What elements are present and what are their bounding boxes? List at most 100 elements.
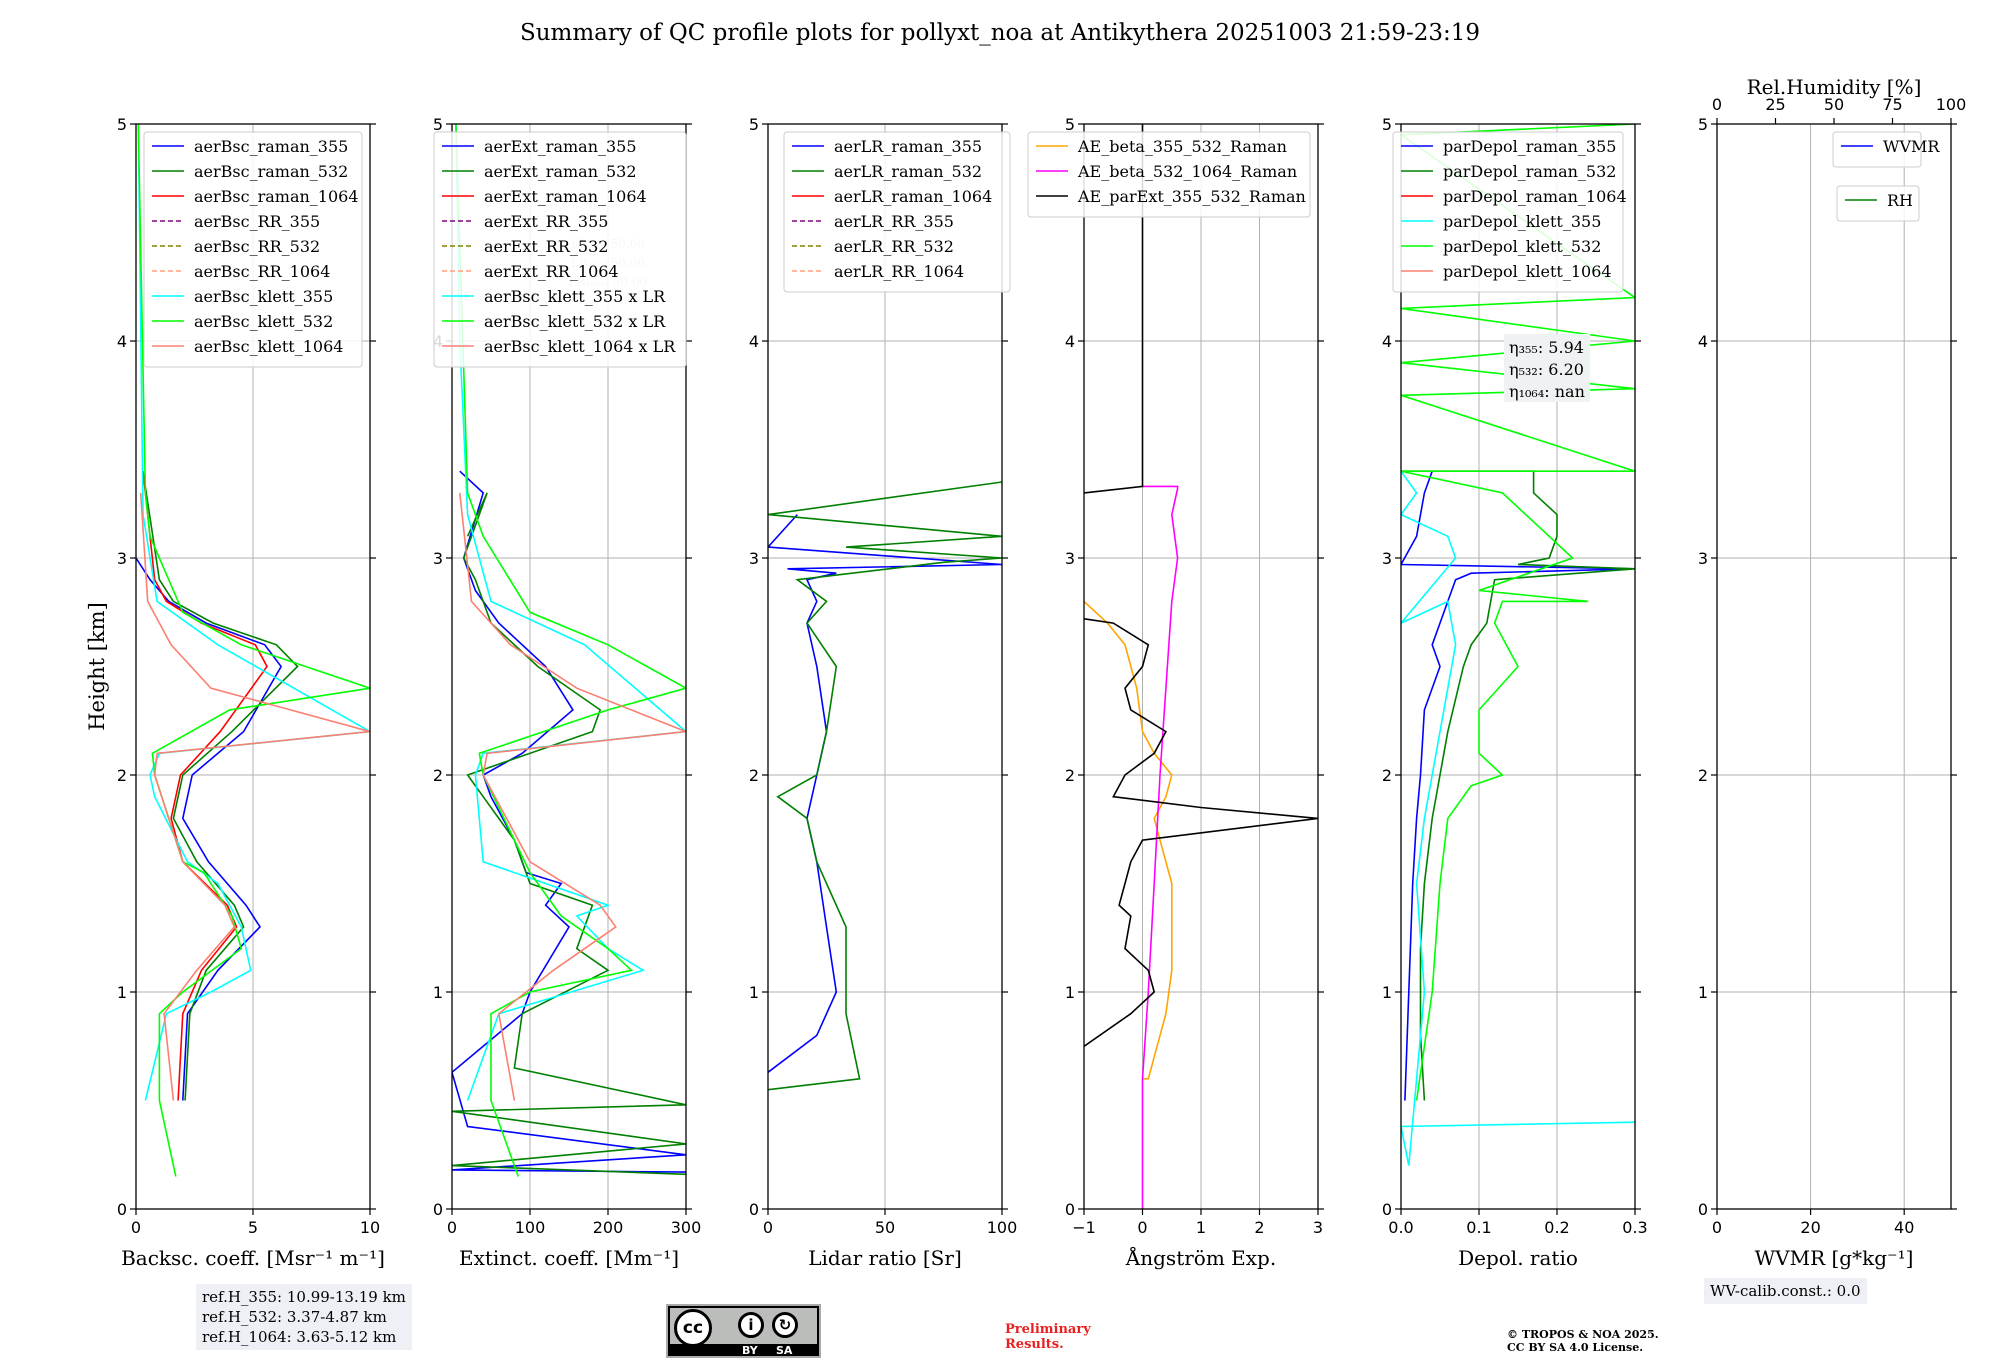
- angstrom-legend-label: AE_beta_532_1064_Raman: [1077, 162, 1297, 181]
- depol-eta-box: [1504, 334, 1590, 402]
- backscatter-legend-label: aerBsc_raman_532: [194, 162, 348, 181]
- backscatter-ytick-label: 3: [117, 549, 127, 568]
- lidar_ratio-x-axis-label: Lidar ratio [Sr]: [808, 1246, 962, 1270]
- depol-ytick-label: 3: [1382, 549, 1392, 568]
- extinction-legend-label: aerExt_raman_1064: [484, 187, 647, 206]
- lidar_ratio-xtick-label: 50: [875, 1218, 895, 1237]
- backscatter-legend-label: aerBsc_klett_532: [194, 312, 333, 331]
- extinction-legend-label: aerBsc_klett_532 x LR: [484, 312, 666, 331]
- depol-series-pardepol-klett-355: [1401, 470, 1635, 1166]
- share-alike-icon: ↻: [772, 1312, 798, 1338]
- angstrom-xtick-label: 2: [1254, 1218, 1264, 1237]
- extinction-ytick-label: 2: [433, 766, 443, 785]
- backscatter-ytick-label: 4: [117, 332, 127, 351]
- ref-height-532: ref.H_532: 3.37-4.87 km: [202, 1308, 387, 1326]
- extinction-legend-label: aerExt_raman_355: [484, 137, 637, 156]
- wvmr-xtick-label: 20: [1800, 1218, 1820, 1237]
- wvmr-top-tick-label: 0: [1712, 95, 1722, 114]
- depol-xtick-label: 0.0: [1388, 1218, 1413, 1237]
- lidar_ratio-legend-label: aerLR_RR_532: [834, 237, 954, 256]
- angstrom-frame: [1083, 123, 1319, 1210]
- angstrom-series-ae-parext-355-532-raman-upper: [1084, 124, 1144, 494]
- depol-legend-label: parDepol_raman_532: [1443, 162, 1616, 181]
- wvmr-xtick-label: 40: [1894, 1218, 1914, 1237]
- angstrom-xtick-label: 0: [1137, 1218, 1147, 1237]
- backscatter-legend-label: aerBsc_RR_532: [194, 237, 320, 256]
- depol-ytick-label: 4: [1382, 332, 1392, 351]
- extinction-ytick-label: 1: [433, 983, 443, 1002]
- lidar_ratio-legend-label: aerLR_RR_355: [834, 212, 954, 231]
- wvmr-ytick-label: 3: [1698, 549, 1708, 568]
- copyright-line-2: CC BY SA 4.0 License.: [1507, 1341, 1644, 1354]
- lidar_ratio-ytick-label: 1: [749, 983, 759, 1002]
- backscatter-legend-label: aerBsc_raman_355: [194, 137, 348, 156]
- depol-ytick-label: 5: [1382, 115, 1392, 134]
- copyright-note: © TROPOS & NOA 2025. CC BY SA 4.0 Licens…: [1507, 1328, 1659, 1354]
- backscatter-legend-label: aerBsc_RR_1064: [194, 262, 330, 281]
- lidar_ratio-legend-label: aerLR_RR_1064: [834, 262, 964, 281]
- depol-eta-annotation: η₃₅₅: 5.94: [1509, 338, 1584, 357]
- extinction-xtick-label: 200: [593, 1218, 624, 1237]
- depol-legend-label: parDepol_klett_1064: [1443, 262, 1612, 281]
- angstrom-legend-box: [1027, 131, 1311, 218]
- wvmr-ytick-label: 0: [1698, 1200, 1708, 1219]
- angstrom-ytick-label: 3: [1065, 549, 1075, 568]
- sa-label: SA: [776, 1344, 793, 1357]
- angstrom-x-axis-label: Ångström Exp.: [1125, 1245, 1276, 1270]
- backscatter-legend-label: aerBsc_klett_355: [194, 287, 333, 306]
- by-person-icon: i: [738, 1312, 764, 1338]
- wvmr-x-axis-label: WVMR [g*kg⁻¹]: [1755, 1246, 1914, 1270]
- wvmr-legend-label: RH: [1887, 191, 1913, 210]
- angstrom-series-ae-beta-355-532-raman: [1084, 600, 1173, 1080]
- ref-height-355: ref.H_355: 10.99-13.19 km: [202, 1288, 406, 1306]
- wvmr-legend-label: WVMR: [1883, 137, 1940, 156]
- depol-legend-label: parDepol_raman_1064: [1443, 187, 1627, 206]
- angstrom-xtick-label: 1: [1196, 1218, 1206, 1237]
- backscatter-legend-label: aerBsc_klett_1064: [194, 337, 343, 356]
- lidar_ratio-legend-box: [783, 131, 1011, 293]
- by-label: BY: [742, 1344, 758, 1357]
- preliminary-line-2: Results.: [1005, 1337, 1064, 1352]
- angstrom-series-ae-parext-355-532-raman: [1084, 618, 1318, 1047]
- angstrom-legend-label: AE_beta_355_532_Raman: [1077, 137, 1287, 156]
- depol-xtick-label: 0.1: [1466, 1218, 1491, 1237]
- extinction-ytick-label: 0: [433, 1200, 443, 1219]
- backscatter-xtick-label: 5: [248, 1218, 258, 1237]
- lidar_ratio-legend-label: aerLR_raman_532: [834, 162, 982, 181]
- figure-title: Summary of QC profile plots for pollyxt_…: [519, 20, 1481, 46]
- angstrom-legend-label: AE_parExt_355_532_Raman: [1077, 187, 1306, 206]
- extinction-legend-label: aerExt_RR_532: [484, 237, 608, 256]
- extinction-legend-label: aerBsc_klett_355 x LR: [484, 287, 666, 306]
- extinction-legend-label: aerExt_RR_1064: [484, 262, 619, 281]
- wvmr-frame: [1716, 123, 1952, 1210]
- wvmr-ytick-label: 1: [1698, 983, 1708, 1002]
- backscatter-legend-box: [143, 131, 363, 368]
- extinction-xtick-label: 0: [447, 1218, 457, 1237]
- depol-series-pardepol-raman-532: [1401, 470, 1635, 1101]
- wvmr-legend-box: [1832, 131, 1922, 168]
- backscatter-ytick-label: 1: [117, 983, 127, 1002]
- extinction-legend-box: [433, 131, 687, 368]
- extinction-frame: [451, 123, 687, 1210]
- wvmr-ytick-label: 5: [1698, 115, 1708, 134]
- extinction-xtick-label: 100: [515, 1218, 546, 1237]
- lidar_ratio-frame: [767, 123, 1003, 1210]
- wv-calib-text: WV-calib.const.: 0.0: [1710, 1282, 1861, 1300]
- backscatter-xtick-label: 0: [131, 1218, 141, 1237]
- preliminary-line-1: Preliminary: [1005, 1322, 1091, 1337]
- backscatter-legend-label: aerBsc_RR_355: [194, 212, 320, 231]
- wvmr-ytick-label: 2: [1698, 766, 1708, 785]
- lidar_ratio-ytick-label: 3: [749, 549, 759, 568]
- wvmr-top-tick-label: 100: [1936, 95, 1967, 114]
- extinction-series-aerbsc-klett-355-x-lr: [455, 124, 686, 1101]
- ref-height-1064: ref.H_1064: 3.63-5.12 km: [202, 1328, 397, 1346]
- wvmr-legend-box: [1836, 185, 1920, 222]
- copyright-line-1: © TROPOS & NOA 2025.: [1507, 1328, 1659, 1341]
- depol-xtick-label: 0.3: [1622, 1218, 1647, 1237]
- extinction-ytick-label: 5: [433, 115, 443, 134]
- lidar_ratio-series-aerlr-raman-532: [768, 481, 1002, 1091]
- lidar_ratio-legend-label: aerLR_raman_355: [834, 137, 982, 156]
- angstrom-xtick-label: 3: [1313, 1218, 1323, 1237]
- cc-icon: cc: [674, 1309, 712, 1347]
